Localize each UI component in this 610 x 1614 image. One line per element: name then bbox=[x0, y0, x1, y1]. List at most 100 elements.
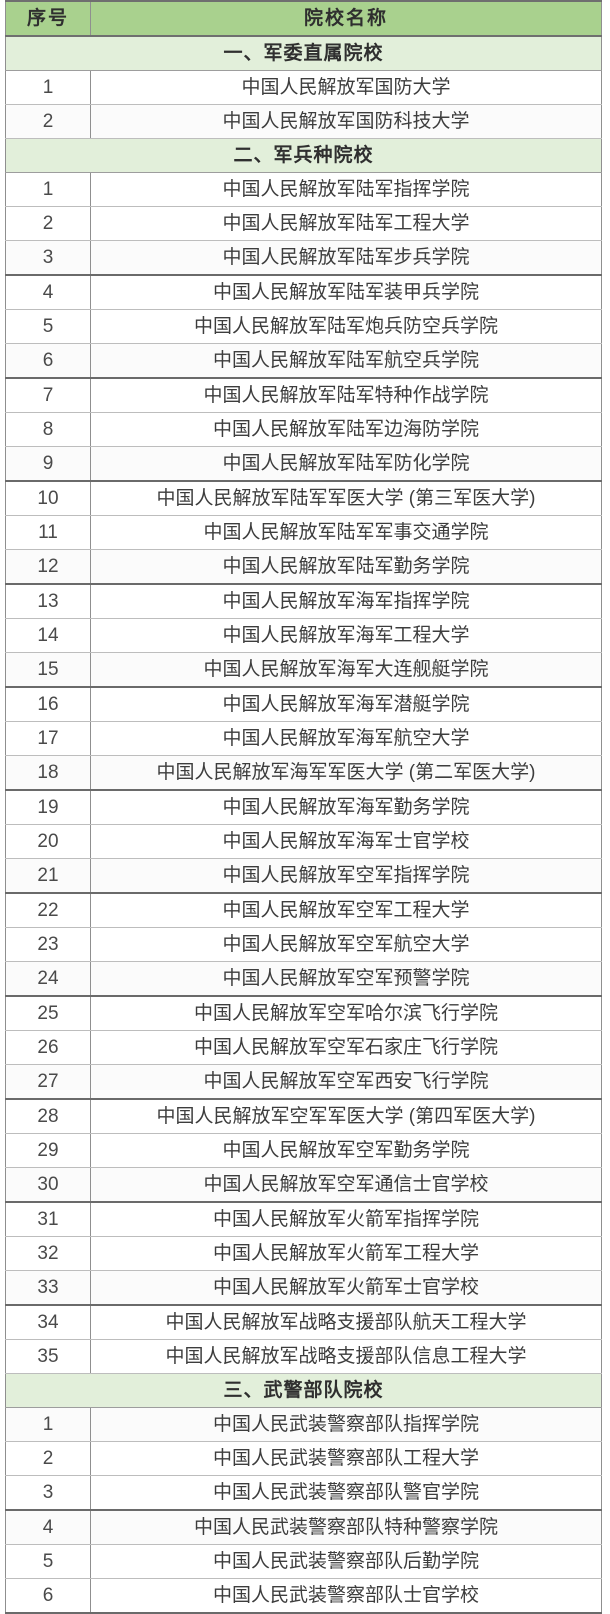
row-index: 2 bbox=[5, 1441, 91, 1476]
table-row[interactable]: 29 中国人民解放军空军勤务学院 bbox=[5, 1133, 602, 1168]
table-row[interactable]: 2 中国人民解放军陆军工程大学 bbox=[5, 206, 602, 241]
school-name: 中国人民武装警察部队士官学校 bbox=[90, 1578, 602, 1614]
row-index: 17 bbox=[5, 721, 91, 756]
school-name: 中国人民解放军海军潜艇学院 bbox=[90, 686, 602, 722]
row-index: 21 bbox=[5, 858, 91, 894]
school-name: 中国人民解放军空军工程大学 bbox=[90, 892, 602, 928]
table-row[interactable]: 34 中国人民解放军战略支援部队航天工程大学 bbox=[5, 1304, 602, 1340]
school-name: 中国人民解放军国防科技大学 bbox=[90, 104, 602, 139]
row-index: 31 bbox=[5, 1201, 91, 1237]
table-row[interactable]: 11 中国人民解放军陆军军事交通学院 bbox=[5, 515, 602, 550]
school-name: 中国人民解放军陆军勤务学院 bbox=[90, 549, 602, 585]
school-name: 中国人民解放军空军航空大学 bbox=[90, 927, 602, 962]
school-name: 中国人民解放军空军军医大学 (第四军医大学) bbox=[90, 1098, 602, 1134]
row-index: 25 bbox=[5, 995, 91, 1031]
school-name: 中国人民解放军海军航空大学 bbox=[90, 721, 602, 756]
row-index: 34 bbox=[5, 1304, 91, 1340]
table-row[interactable]: 5 中国人民解放军陆军炮兵防空兵学院 bbox=[5, 309, 602, 344]
table-row[interactable]: 10 中国人民解放军陆军军医大学 (第三军医大学) bbox=[5, 480, 602, 516]
table-row[interactable]: 2 中国人民武装警察部队工程大学 bbox=[5, 1441, 602, 1476]
row-index: 7 bbox=[5, 377, 91, 413]
table-row[interactable]: 15 中国人民解放军海军大连舰艇学院 bbox=[5, 652, 602, 688]
table-row[interactable]: 1 中国人民武装警察部队指挥学院 bbox=[5, 1407, 602, 1442]
row-index: 2 bbox=[5, 104, 91, 139]
school-name: 中国人民解放军陆军装甲兵学院 bbox=[90, 274, 602, 310]
row-index: 12 bbox=[5, 549, 91, 585]
table-row[interactable]: 32 中国人民解放军火箭军工程大学 bbox=[5, 1236, 602, 1271]
school-name: 中国人民解放军陆军边海防学院 bbox=[90, 412, 602, 447]
table-row[interactable]: 8 中国人民解放军陆军边海防学院 bbox=[5, 412, 602, 447]
row-index: 29 bbox=[5, 1133, 91, 1168]
school-name: 中国人民解放军海军工程大学 bbox=[90, 618, 602, 653]
section-header-row: 一、军委直属院校 bbox=[5, 35, 602, 71]
table-row[interactable]: 31 中国人民解放军火箭军指挥学院 bbox=[5, 1201, 602, 1237]
school-name: 中国人民解放军空军石家庄飞行学院 bbox=[90, 1030, 602, 1065]
row-index: 14 bbox=[5, 618, 91, 653]
row-index: 19 bbox=[5, 789, 91, 825]
section-header-row: 二、军兵种院校 bbox=[5, 138, 602, 173]
column-header-index: 序号 bbox=[5, 0, 91, 37]
table-row[interactable]: 19 中国人民解放军海军勤务学院 bbox=[5, 789, 602, 825]
school-name: 中国人民解放军空军勤务学院 bbox=[90, 1133, 602, 1168]
row-index: 26 bbox=[5, 1030, 91, 1065]
table-row[interactable]: 22 中国人民解放军空军工程大学 bbox=[5, 892, 602, 928]
table-row[interactable]: 24 中国人民解放军空军预警学院 bbox=[5, 961, 602, 997]
table-row[interactable]: 17 中国人民解放军海军航空大学 bbox=[5, 721, 602, 756]
school-name: 中国人民解放军空军指挥学院 bbox=[90, 858, 602, 894]
table-row[interactable]: 21 中国人民解放军空军指挥学院 bbox=[5, 858, 602, 894]
table-row[interactable]: 16 中国人民解放军海军潜艇学院 bbox=[5, 686, 602, 722]
table-row[interactable]: 25 中国人民解放军空军哈尔滨飞行学院 bbox=[5, 995, 602, 1031]
school-name: 中国人民解放军战略支援部队信息工程大学 bbox=[90, 1339, 602, 1374]
school-name: 中国人民解放军陆军军医大学 (第三军医大学) bbox=[90, 480, 602, 516]
table-row[interactable]: 4 中国人民解放军陆军装甲兵学院 bbox=[5, 274, 602, 310]
table-row[interactable]: 2 中国人民解放军国防科技大学 bbox=[5, 104, 602, 139]
row-index: 18 bbox=[5, 755, 91, 791]
table-row[interactable]: 20 中国人民解放军海军士官学校 bbox=[5, 824, 602, 859]
school-name: 中国人民武装警察部队特种警察学院 bbox=[90, 1509, 602, 1545]
school-name: 中国人民解放军海军士官学校 bbox=[90, 824, 602, 859]
table-row[interactable]: 3 中国人民解放军陆军步兵学院 bbox=[5, 240, 602, 276]
table-row[interactable]: 33 中国人民解放军火箭军士官学校 bbox=[5, 1270, 602, 1306]
column-header-name: 院校名称 bbox=[90, 0, 602, 37]
school-name: 中国人民解放军空军哈尔滨飞行学院 bbox=[90, 995, 602, 1031]
military-schools-table: 序号 院校名称 一、军委直属院校 1 中国人民解放军国防大学 2 中国人民解放军国防科技… bbox=[5, 0, 602, 1614]
school-name: 中国人民解放军国防大学 bbox=[90, 70, 602, 105]
table-row[interactable]: 18 中国人民解放军海军军医大学 (第二军医大学) bbox=[5, 755, 602, 791]
table-row[interactable]: 23 中国人民解放军空军航空大学 bbox=[5, 927, 602, 962]
table-row[interactable]: 7 中国人民解放军陆军特种作战学院 bbox=[5, 377, 602, 413]
table-row[interactable]: 12 中国人民解放军陆军勤务学院 bbox=[5, 549, 602, 585]
table-row[interactable]: 5 中国人民武装警察部队后勤学院 bbox=[5, 1544, 602, 1579]
row-index: 15 bbox=[5, 652, 91, 688]
row-index: 3 bbox=[5, 240, 91, 276]
school-list-container: 序号 院校名称 一、军委直属院校 1 中国人民解放军国防大学 2 中国人民解放军国防科技… bbox=[5, 0, 602, 1614]
table-row[interactable]: 9 中国人民解放军陆军防化学院 bbox=[5, 446, 602, 482]
table-row[interactable]: 30 中国人民解放军空军通信士官学校 bbox=[5, 1167, 602, 1203]
table-row[interactable]: 1 中国人民解放军国防大学 bbox=[5, 70, 602, 105]
school-name: 中国人民武装警察部队指挥学院 bbox=[90, 1407, 602, 1442]
row-index: 9 bbox=[5, 446, 91, 482]
row-index: 1 bbox=[5, 172, 91, 207]
table-row[interactable]: 27 中国人民解放军空军西安飞行学院 bbox=[5, 1064, 602, 1100]
row-index: 4 bbox=[5, 274, 91, 310]
table-row[interactable]: 4 中国人民武装警察部队特种警察学院 bbox=[5, 1509, 602, 1545]
row-index: 2 bbox=[5, 206, 91, 241]
table-row[interactable]: 1 中国人民解放军陆军指挥学院 bbox=[5, 172, 602, 207]
school-name: 中国人民武装警察部队工程大学 bbox=[90, 1441, 602, 1476]
table-row[interactable]: 6 中国人民解放军陆军航空兵学院 bbox=[5, 343, 602, 379]
row-index: 22 bbox=[5, 892, 91, 928]
table-row[interactable]: 6 中国人民武装警察部队士官学校 bbox=[5, 1578, 602, 1614]
school-name: 中国人民解放军海军勤务学院 bbox=[90, 789, 602, 825]
table-header: 序号 院校名称 bbox=[5, 0, 602, 37]
row-index: 35 bbox=[5, 1339, 91, 1374]
table-row[interactable]: 28 中国人民解放军空军军医大学 (第四军医大学) bbox=[5, 1098, 602, 1134]
table-row[interactable]: 26 中国人民解放军空军石家庄飞行学院 bbox=[5, 1030, 602, 1065]
section-title: 二、军兵种院校 bbox=[5, 138, 602, 173]
row-index: 5 bbox=[5, 309, 91, 344]
table-row[interactable]: 35 中国人民解放军战略支援部队信息工程大学 bbox=[5, 1339, 602, 1374]
table-row[interactable]: 13 中国人民解放军海军指挥学院 bbox=[5, 583, 602, 619]
table-row[interactable]: 14 中国人民解放军海军工程大学 bbox=[5, 618, 602, 653]
row-index: 28 bbox=[5, 1098, 91, 1134]
section-title: 一、军委直属院校 bbox=[5, 35, 602, 71]
table-row[interactable]: 3 中国人民武装警察部队警官学院 bbox=[5, 1475, 602, 1511]
school-name: 中国人民解放军火箭军工程大学 bbox=[90, 1236, 602, 1271]
